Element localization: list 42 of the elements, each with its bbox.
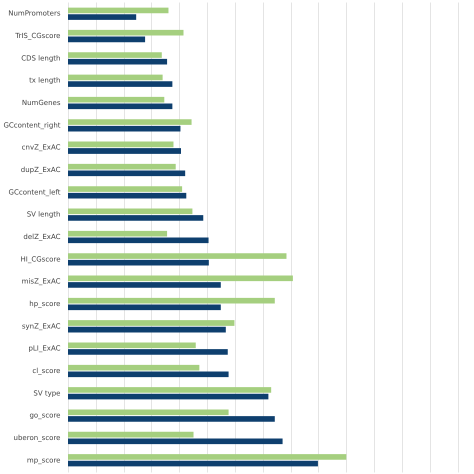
bar [68,364,200,370]
bar [68,253,286,259]
bar [68,170,186,176]
bar [68,215,204,221]
bar [68,238,209,244]
bar [68,30,184,36]
bar [68,164,176,170]
bar [68,81,172,87]
bar [68,8,168,14]
bar [68,304,221,310]
bar [68,298,275,304]
bar [68,342,196,348]
bar [68,186,182,192]
bar [68,282,221,288]
bar [68,208,192,214]
bar [68,454,346,460]
bar [68,126,180,132]
bar [68,371,229,378]
bar [68,394,268,400]
bar [68,14,136,20]
bar [68,36,146,42]
bar [68,326,226,332]
bar [68,349,228,355]
bar [68,416,275,422]
bar [68,438,283,444]
bar [68,460,318,466]
bar [68,142,174,148]
bar [68,320,234,326]
bar [68,58,168,65]
bar [68,96,164,103]
bar [68,260,209,266]
bar [68,148,181,154]
bar [68,192,186,198]
bar [68,230,168,236]
bar [68,276,293,282]
bar [68,387,272,393]
bar [68,74,163,80]
bar [68,432,194,438]
bar [68,119,192,125]
bar [68,409,229,416]
bar [68,52,162,58]
bar [68,104,172,110]
